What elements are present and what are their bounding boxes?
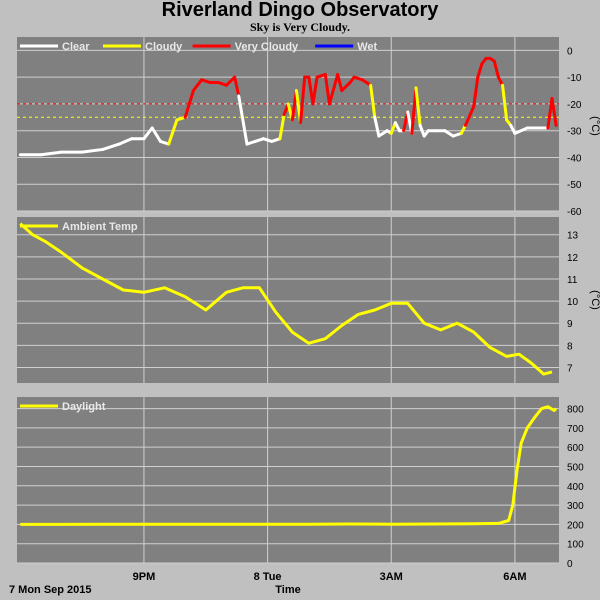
ambient-y-tick-label: 9	[567, 319, 573, 330]
sky-series	[18, 56, 558, 157]
sky-series-segment	[472, 75, 480, 109]
sky-y-tick-label: -30	[567, 127, 582, 138]
sky-series-segment	[463, 105, 476, 127]
sky-series-segment	[340, 81, 352, 93]
ambient-y-axis-label: (°C)	[589, 290, 600, 310]
sky-series-segment	[410, 86, 418, 135]
sky-y-tick-labels: 0 -10 -20 -30 -40 -50 -60	[567, 46, 582, 218]
sky-series-segment	[418, 123, 426, 138]
sky-series-segment	[373, 115, 381, 138]
ambient-y-tick-label: 11	[567, 275, 578, 286]
sky-series-segment	[278, 113, 286, 141]
daylight-y-tick-label: 200	[567, 520, 584, 531]
daylight-y-tick-label: 400	[567, 482, 584, 493]
ambient-legend: Ambient Temp	[20, 221, 138, 233]
daylight-series-line	[20, 405, 558, 526]
daylight-legend: Daylight	[20, 401, 106, 413]
legend-label: Ambient Temp	[62, 221, 138, 233]
daylight-y-tick-label: 600	[567, 443, 584, 454]
sky-series-segment	[311, 75, 319, 106]
ambient-y-tick-label: 10	[567, 297, 579, 308]
ambient-plot-area	[17, 217, 559, 383]
sky-series-segment	[476, 62, 484, 79]
sky-series-segment	[550, 97, 558, 127]
daylight-y-tick-label: 700	[567, 424, 584, 435]
sky-series-segment	[224, 75, 237, 87]
sky-series-segment	[142, 126, 154, 141]
sky-series-segment	[369, 83, 377, 119]
daylight-y-tick-label: 300	[567, 501, 584, 512]
sky-y-tick-label: 0	[567, 46, 573, 57]
sky-series-segment	[323, 72, 331, 106]
sky-y-tick-label: -40	[567, 153, 582, 164]
sky-series-segment	[496, 75, 505, 87]
daylight-y-tick-label: 100	[567, 540, 584, 551]
ambient-y-tick-labels: 7 8 9 10 11 12 13	[567, 231, 579, 375]
time-tick-label: 6AM	[503, 571, 526, 583]
sky-series-segment	[167, 118, 179, 146]
time-tick-label: 8 Tue	[254, 571, 282, 583]
legend-label: Cloudy	[145, 41, 183, 53]
sky-series-segment	[414, 86, 422, 127]
ambient-y-tick-label: 8	[567, 341, 573, 352]
sky-series-segment	[101, 142, 121, 151]
date-label: 7 Mon Sep 2015	[9, 584, 92, 596]
ambient-y-tick-label: 7	[567, 364, 573, 375]
sky-series-segment	[336, 72, 344, 93]
sky-series-segment	[360, 78, 373, 87]
sky-series-segment	[237, 94, 249, 146]
ambient-series-line	[19, 222, 553, 376]
daylight-y-tick-label: 500	[567, 462, 584, 473]
sky-y-tick-label: -20	[567, 100, 582, 111]
sky-series-segment	[513, 126, 529, 135]
sky-series-segment	[492, 59, 500, 79]
sky-temperature-panel: Clear Cloudy Very Cloudy Wet 0 -10 -20 -30 -40 -…	[17, 37, 600, 218]
daylight-panel: Daylight 0 100 200 300 400 500 600 700 800	[17, 397, 584, 570]
ambient-y-tick-label: 13	[567, 231, 579, 242]
legend-label: Daylight	[62, 401, 106, 413]
time-axis-label: Time	[275, 584, 300, 596]
legend-label: Clear	[62, 41, 90, 53]
sky-series-segment	[443, 129, 455, 138]
sky-series-segment	[117, 137, 134, 146]
sky-status-subtitle: Sky is Very Cloudy.	[249, 20, 351, 34]
legend-label: Wet	[357, 41, 377, 53]
sky-plot-area	[17, 37, 559, 211]
sky-y-axis-label: (°C)	[589, 116, 600, 136]
legend-label: Very Cloudy	[235, 41, 299, 53]
sky-series-segment	[509, 123, 517, 135]
daylight-grid	[17, 397, 559, 564]
sky-y-tick-label: -10	[567, 73, 582, 84]
time-tick-label: 3AM	[380, 571, 403, 583]
ambient-temperature-panel: Ambient Temp 7 8 9 10 11 12 13 (°C)	[17, 217, 600, 383]
daylight-y-tick-label: 0	[567, 559, 573, 570]
sky-series-segment	[191, 78, 204, 93]
sky-series-segment	[299, 75, 307, 125]
time-tick-label: 9PM	[133, 571, 156, 583]
sky-series-segment	[39, 150, 64, 157]
sky-legend: Clear Cloudy Very Cloudy Wet	[20, 41, 378, 53]
ambient-grid	[17, 217, 559, 383]
sky-series-segment	[233, 75, 241, 98]
sky-series-segment	[501, 83, 509, 122]
daylight-series	[20, 405, 558, 526]
sky-series-segment	[459, 123, 467, 135]
sky-y-tick-label: -60	[567, 207, 582, 218]
time-axis-tick-labels: 9PM 8 Tue 3AM 6AM	[133, 571, 527, 583]
sky-series-segment	[183, 89, 195, 119]
sky-series-segment	[150, 126, 162, 143]
page-title: Riverland Dingo Observatory	[161, 0, 439, 21]
daylight-y-tick-labels: 0 100 200 300 400 500 600 700 800	[567, 405, 584, 570]
sky-series-segment	[80, 147, 105, 154]
sky-y-tick-label: -50	[567, 180, 582, 191]
ambient-y-tick-label: 12	[567, 253, 579, 264]
daylight-y-tick-label: 800	[567, 405, 584, 416]
sky-series-segment	[393, 121, 401, 133]
sky-series-segment	[327, 72, 340, 106]
daylight-plot-area	[17, 397, 559, 563]
ambient-series	[19, 222, 553, 376]
